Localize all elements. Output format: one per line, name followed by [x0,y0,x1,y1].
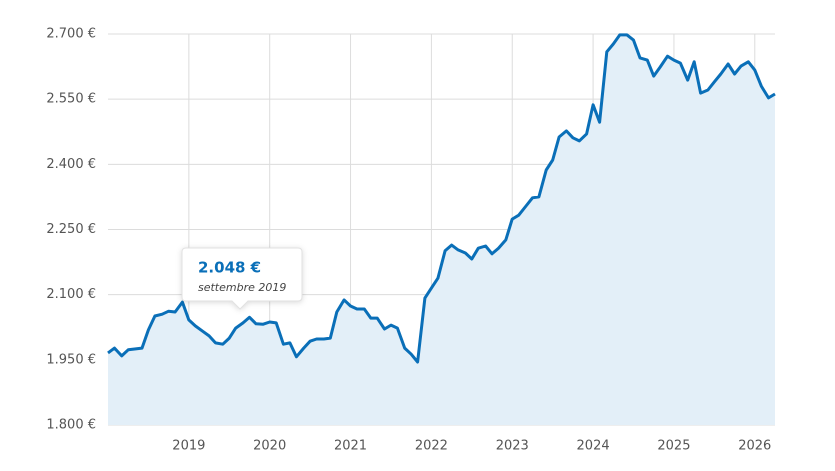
y-tick-label: 2.250 € [46,222,96,237]
x-tick-label: 2023 [496,439,529,454]
tooltip: 2.048 € settembre 2019 [181,247,303,310]
area-fill [108,34,775,426]
y-tick-label: 2.100 € [46,287,96,302]
x-tick-label: 2019 [172,439,205,454]
tooltip-date: settembre 2019 [198,281,286,294]
x-tick-label: 2025 [657,439,690,454]
y-tick-label: 2.700 € [46,27,96,42]
y-tick-label: 1.950 € [46,352,96,367]
tooltip-value: 2.048 € [198,259,261,277]
x-tick-label: 2020 [253,439,286,454]
x-tick-label: 2026 [738,439,771,454]
y-tick-label: 1.800 € [46,418,96,433]
x-tick-label: 2024 [577,439,610,454]
plot: 1.800 € 1.950 € 2.100 € 2.250 € 2.400 € 2.550… [46,27,776,454]
x-tick-label: 2022 [415,439,448,454]
x-tick-label: 2021 [334,439,367,454]
tooltip-box [181,247,303,310]
y-tick-label: 2.550 € [46,92,96,107]
y-tick-label: 2.400 € [46,157,96,172]
line [107,33,776,364]
